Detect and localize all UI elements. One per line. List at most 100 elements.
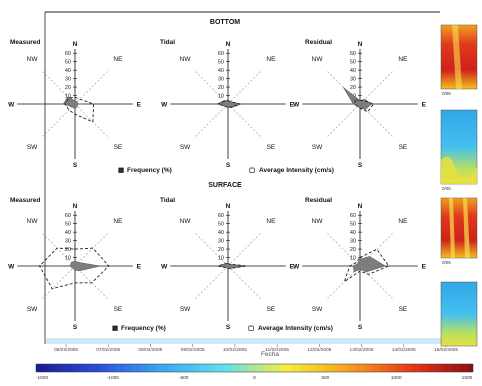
- intensity-polygon: [354, 98, 375, 113]
- legend-surface: ▦ Frequency (%) ▢ Average Intensity (cm/…: [112, 325, 333, 332]
- direction-label-w: W: [8, 264, 15, 271]
- direction-label-se: SE: [399, 144, 408, 151]
- colorbar-tick-label: -1500: [36, 375, 49, 381]
- radial-tick-label: 20: [350, 85, 356, 91]
- radial-tick-label: 50: [65, 222, 71, 228]
- direction-label-e: E: [422, 264, 427, 271]
- time-axis: 06/02/2005 07/02/2005 08/02/2005 09/02/2005…: [54, 344, 458, 353]
- direction-label-sw: SW: [180, 144, 191, 151]
- direction-label-nw: NW: [27, 56, 39, 63]
- radial-tick-label: 10: [218, 94, 224, 100]
- intensity-polygon: [216, 263, 247, 269]
- legend-intensity-symbol: ▢: [248, 325, 255, 332]
- direction-label-ne: NE: [398, 218, 408, 225]
- direction-label-ne: NE: [266, 218, 276, 225]
- direction-label-n: N: [358, 203, 363, 210]
- direction-label-se: SE: [114, 306, 123, 313]
- radar-spoke: [194, 103, 229, 138]
- thumbnail-surface-measured-band: [449, 198, 470, 258]
- direction-label-se: SE: [267, 144, 276, 151]
- direction-label-ne: NE: [398, 56, 408, 63]
- direction-label-se: SE: [114, 144, 123, 151]
- radar-spoke: [227, 70, 262, 105]
- radial-tick-label: 10: [350, 256, 356, 262]
- radial-tick-label: 20: [350, 247, 356, 253]
- panel-label: Residual: [305, 39, 332, 46]
- radar-spoke: [194, 265, 229, 300]
- time-tick-label: 13/02/2005: [350, 347, 374, 353]
- radial-tick-label: 20: [218, 247, 224, 253]
- radial-tick-label: 10: [218, 256, 224, 262]
- radial-tick-label: 40: [350, 68, 356, 74]
- intensity-polygon: [38, 247, 110, 290]
- direction-label-n: N: [226, 203, 231, 210]
- radar-panel-surface-residual: 10 20 30 40 50 60N NE E SE S SW W NW Residual: [293, 197, 426, 331]
- direction-label-w: W: [293, 264, 300, 271]
- direction-label-e: E: [422, 102, 427, 109]
- radar-spoke: [74, 232, 109, 267]
- direction-label-nw: NW: [312, 56, 324, 63]
- time-axis-title: Fecha: [261, 351, 279, 358]
- frequency-polygon: [62, 96, 78, 110]
- intensity-polygon: [216, 100, 242, 108]
- direction-label-e: E: [137, 102, 142, 109]
- radial-tick-label: 40: [218, 230, 224, 236]
- direction-label-w: W: [161, 264, 168, 271]
- radial-tick-label: 30: [218, 239, 224, 245]
- thumbnail-strip: 0/05 0/05 0/05: [440, 24, 478, 347]
- radial-tick-label: 10: [65, 94, 71, 100]
- legend-frequency-label: Frequency (%): [121, 325, 166, 332]
- time-tick-label: 06/02/2005: [54, 347, 78, 353]
- colorbar-tick-label: -500: [179, 375, 189, 381]
- radial-tick-label: 50: [218, 222, 224, 228]
- colorbar-tick-label: 1000: [391, 375, 402, 381]
- direction-label-n: N: [73, 41, 78, 48]
- direction-label-ne: NE: [113, 56, 123, 63]
- colorbar-tick-label: 0: [253, 375, 256, 381]
- time-strip: [46, 338, 441, 344]
- thumbnail-surface-measured: [440, 197, 478, 259]
- section-title-surface: SURFACE: [208, 182, 242, 189]
- colorbar-tick-label: 1500: [462, 375, 473, 381]
- direction-label-w: W: [8, 102, 15, 109]
- direction-label-nw: NW: [180, 56, 192, 63]
- legend-intensity-label: Average Intensity (cm/s): [259, 167, 334, 174]
- colorbar-ticks: -1500 -1000 -500 0 500 1000 1500: [36, 375, 473, 381]
- direction-label-s: S: [226, 324, 231, 331]
- direction-label-ne: NE: [266, 56, 276, 63]
- panel-label: Measured: [10, 39, 40, 46]
- direction-label-sw: SW: [27, 306, 38, 313]
- direction-label-n: N: [73, 203, 78, 210]
- direction-label-w: W: [161, 102, 168, 109]
- colorbar-tick-label: -1000: [107, 375, 120, 381]
- direction-label-s: S: [73, 324, 78, 331]
- radial-tick-label: 60: [65, 51, 71, 57]
- intensity-polygon: [64, 96, 95, 123]
- radar-spoke: [74, 103, 109, 138]
- panel-label: Measured: [10, 197, 40, 204]
- radial-tick-label: 20: [65, 85, 71, 91]
- radial-tick-label: 20: [65, 247, 71, 253]
- radial-tick-label: 40: [65, 230, 71, 236]
- top-margin: [0, 0, 482, 12]
- direction-label-n: N: [226, 41, 231, 48]
- direction-label-nw: NW: [312, 218, 324, 225]
- thumbnail-caption-1: 0/05: [442, 91, 451, 96]
- radial-tick-label: 50: [350, 60, 356, 66]
- radial-tick-label: 30: [350, 77, 356, 83]
- time-tick-label: 09/02/2005: [181, 347, 205, 353]
- frequency-polygon: [352, 256, 387, 273]
- radial-tick-label: 40: [350, 230, 356, 236]
- direction-label-se: SE: [399, 306, 408, 313]
- radar-panel-surface-measured: 10 20 30 40 50 60N NE E SE S SW W NW Measured: [8, 197, 141, 331]
- direction-label-sw: SW: [312, 306, 323, 313]
- radial-tick-label: 50: [65, 60, 71, 66]
- panel-label: Tidal: [160, 39, 175, 46]
- time-tick-label: 15/02/2005: [434, 347, 458, 353]
- direction-label-s: S: [226, 162, 231, 169]
- direction-label-e: E: [290, 102, 295, 109]
- radial-tick-label: 40: [65, 68, 71, 74]
- direction-label-nw: NW: [180, 218, 192, 225]
- intensity-polygon: [343, 248, 390, 283]
